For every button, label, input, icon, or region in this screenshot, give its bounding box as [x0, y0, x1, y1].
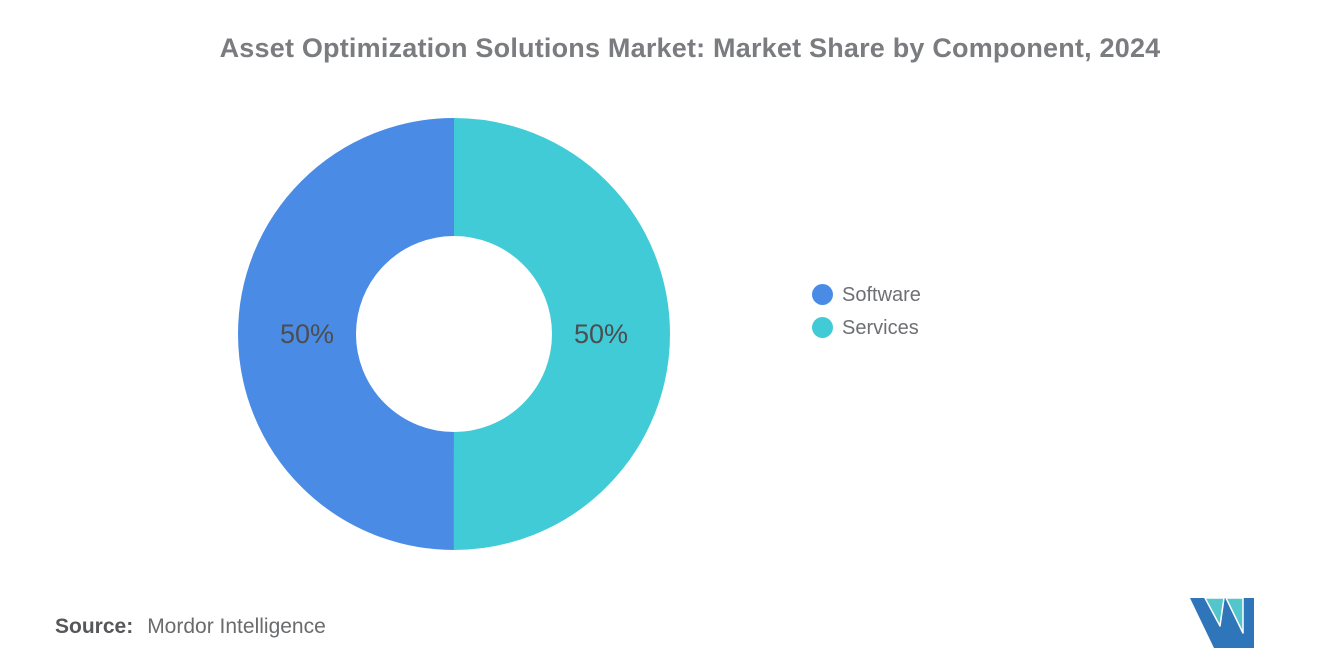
chart-legend: Software Services: [812, 284, 921, 338]
donut-chart: 50% 50%: [238, 118, 670, 550]
source-value: Mordor Intelligence: [147, 615, 326, 638]
donut-label-software: 50%: [280, 319, 334, 349]
mordor-intelligence-logo: [1190, 598, 1254, 648]
donut-slice-services: [238, 118, 670, 550]
logo-counter-left: [1204, 598, 1225, 627]
legend-swatch-services: [812, 317, 833, 338]
mordor-intelligence-logo-svg: [1190, 598, 1254, 648]
logo-counter-right: [1225, 598, 1244, 634]
source-label: Source:: [55, 615, 134, 638]
chart-title: Asset Optimization Solutions Market: Mar…: [219, 33, 1161, 63]
source-attribution: Source: Mordor Intelligence: [55, 615, 326, 639]
donut-chart-container: 50% 50%: [238, 118, 670, 550]
legend-item-services: Services: [812, 317, 921, 338]
donut-label-services: 50%: [574, 319, 628, 349]
legend-label-services: Services: [842, 316, 919, 339]
legend-swatch-software: [812, 284, 833, 305]
legend-item-software: Software: [812, 284, 921, 305]
legend-label-software: Software: [842, 283, 921, 306]
